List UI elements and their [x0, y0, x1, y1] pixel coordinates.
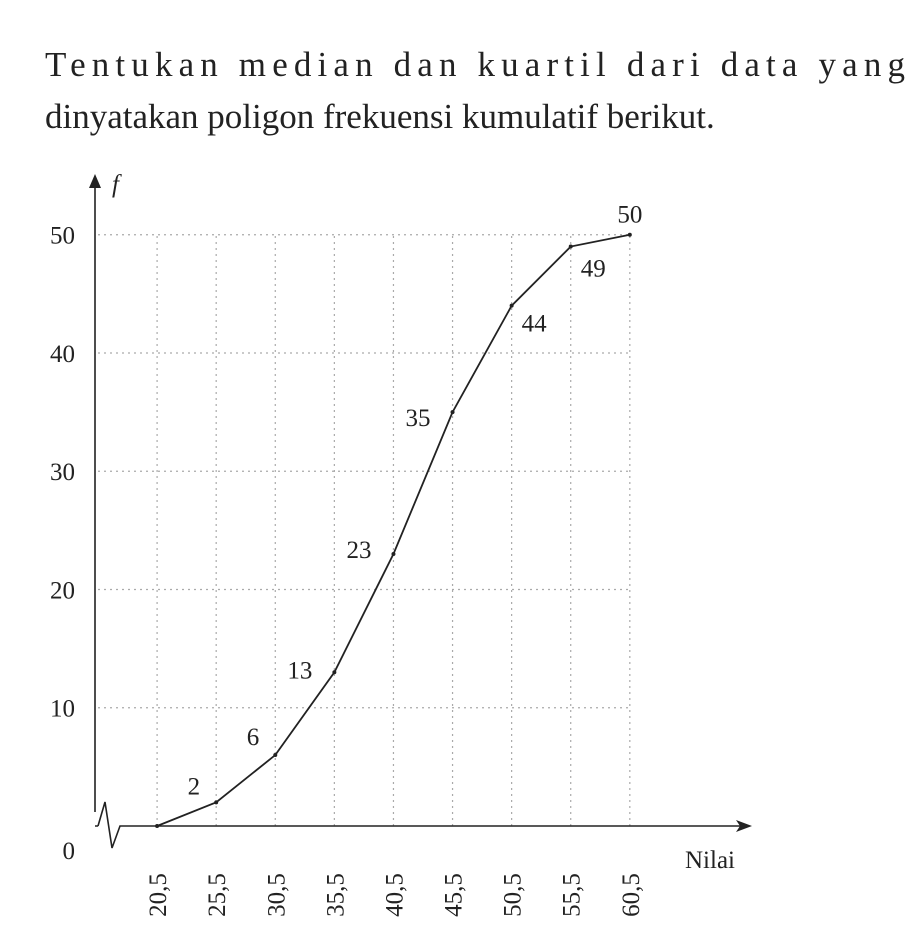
x-axis-title: Nilai: [685, 847, 735, 874]
question-line: dinyatakan poligon frekuensi kumulatif b…: [45, 97, 715, 136]
data-point: [155, 824, 160, 828]
data-label: 35: [406, 405, 431, 432]
y-tick-label: 50: [50, 223, 75, 250]
data-label: 2: [188, 773, 201, 800]
x-tick-label: 40,5: [381, 873, 408, 917]
x-tick-label: 50,5: [500, 873, 527, 917]
data-point: [332, 670, 337, 675]
y-arrow: [89, 174, 101, 188]
data-point: [627, 232, 632, 237]
x-tick-label: 30,5: [263, 873, 290, 917]
data-label: 49: [581, 256, 606, 283]
x-tick-label: 60,5: [618, 873, 645, 917]
data-label: 23: [346, 537, 371, 564]
data-point: [391, 552, 396, 557]
data-label: 13: [287, 657, 312, 684]
y-axis-title: f: [112, 171, 122, 198]
data-label: 6: [247, 724, 260, 751]
y-tick-label: 40: [50, 341, 75, 368]
y-tick-label: 20: [50, 577, 75, 604]
data-label: 44: [522, 311, 548, 338]
x-tick-label: 25,5: [204, 873, 231, 917]
data-point: [273, 753, 278, 758]
question-line: Tentukan median dan kuartil dari data ya…: [45, 45, 905, 84]
x-axis: [95, 801, 742, 849]
x-arrow: [736, 820, 752, 832]
data-point: [509, 303, 514, 308]
y-tick-label: 0: [63, 838, 76, 865]
x-tick-label: 20,5: [145, 873, 172, 917]
data-point: [450, 410, 455, 415]
data-point: [568, 244, 573, 249]
data-point: [214, 800, 219, 805]
y-tick-label: 10: [50, 696, 75, 723]
data-label: 50: [617, 202, 642, 229]
y-tick-label: 30: [50, 459, 75, 486]
x-tick-label: 35,5: [322, 873, 349, 917]
x-tick-label: 45,5: [441, 873, 468, 917]
x-tick-label: 55,5: [559, 873, 586, 917]
